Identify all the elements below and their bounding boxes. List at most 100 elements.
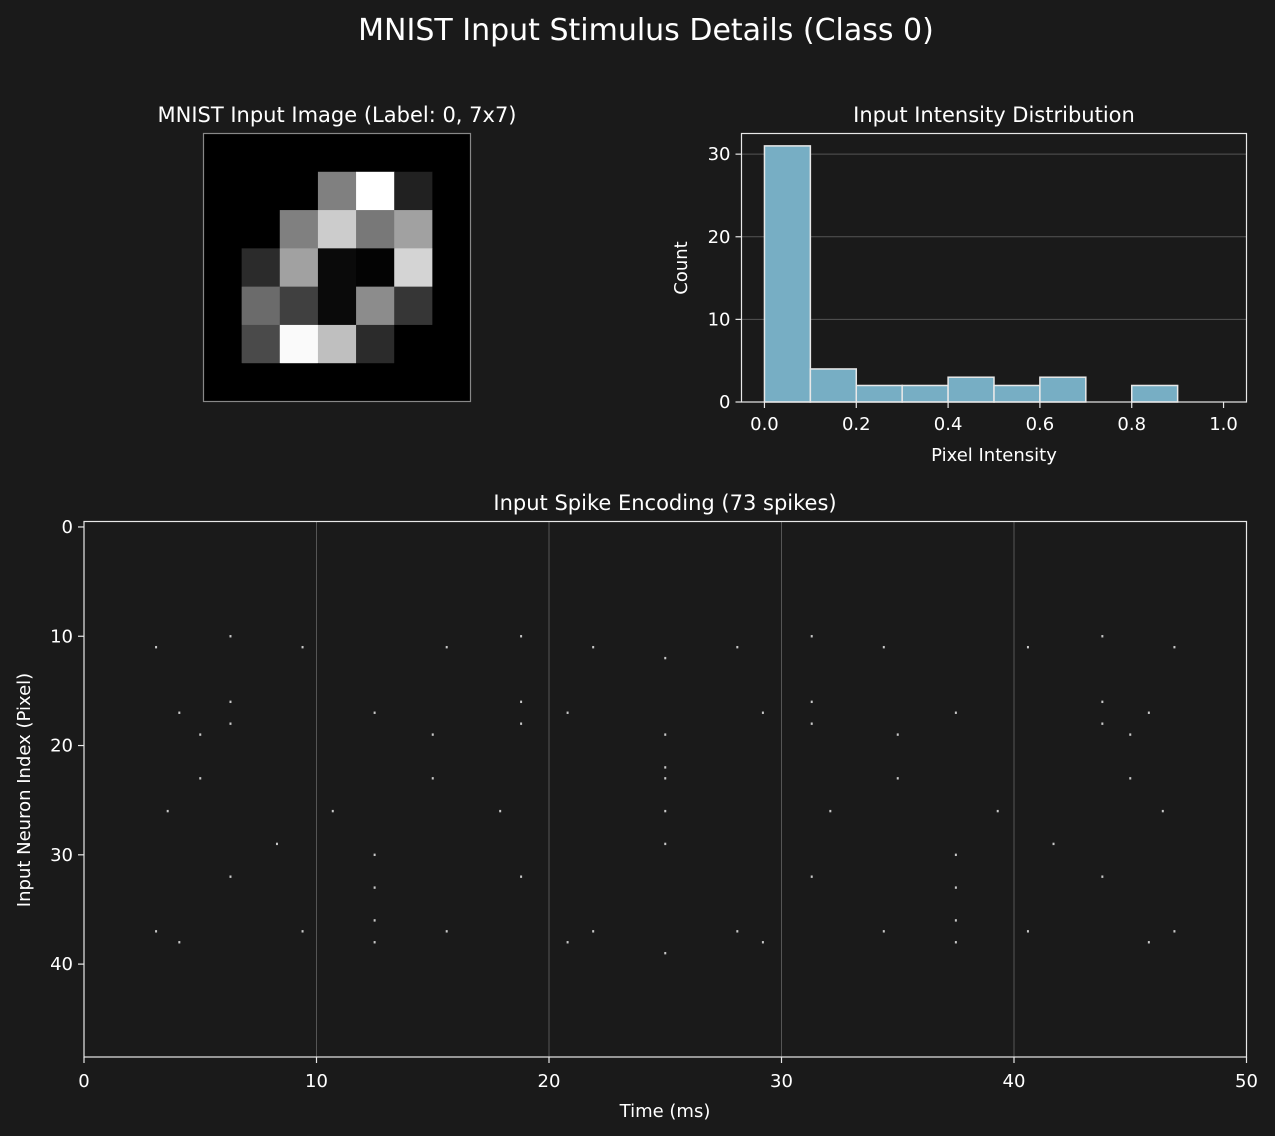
spike-mark — [1173, 645, 1176, 649]
spike-mark — [445, 930, 448, 933]
image-pixel-r6-c4 — [356, 363, 395, 402]
spike-mark — [736, 645, 739, 649]
image-pixel-r1-c3 — [317, 171, 357, 211]
image-pixel-r5-c4 — [356, 324, 395, 364]
spike-mark — [229, 700, 232, 704]
raster-y-ticks: 0 10 20 30 40 — [50, 517, 84, 975]
spike-mark — [431, 777, 434, 780]
spike-mark — [520, 722, 523, 725]
spike-mark — [431, 733, 434, 736]
spike-mark — [664, 951, 667, 955]
image-cells — [203, 133, 471, 402]
spike-mark — [1101, 875, 1104, 878]
image-frame — [202, 132, 472, 403]
histogram-frame — [740, 132, 1248, 403]
image-pixel-r4-c1 — [241, 286, 281, 326]
spike-mark — [829, 809, 832, 813]
image-pixel-r3-c0 — [203, 248, 243, 288]
image-pixel-r3-c5 — [394, 248, 433, 288]
image-pixel-r6-c2 — [279, 363, 319, 402]
spike-mark — [954, 886, 957, 889]
image-pixel-r5-c0 — [203, 324, 243, 364]
spike-mark — [229, 722, 232, 725]
spike-mark — [810, 700, 813, 704]
spike-mark — [736, 930, 739, 933]
spike-mark — [1026, 645, 1029, 649]
spike-mark — [896, 777, 899, 780]
image-pixel-r4-c4 — [356, 286, 395, 326]
image-pixel-r3-c2 — [279, 248, 319, 288]
histogram-bars — [763, 145, 1179, 403]
histogram-gridlines — [741, 153, 1247, 320]
image-pixel-r3-c6 — [432, 248, 471, 288]
spike-mark — [373, 853, 376, 857]
spike-mark — [954, 853, 957, 857]
spike-mark — [664, 766, 667, 769]
image-title: MNIST Input Image (Label: 0, 7x7) — [158, 103, 517, 127]
spike-mark — [810, 722, 813, 725]
image-pixel-r1-c6 — [432, 171, 471, 211]
image-pixel-r1-c0 — [203, 171, 243, 211]
image-pixel-r1-c5 — [394, 171, 433, 211]
image-pixel-r6-c0 — [203, 363, 243, 402]
image-pixel-r0-c6 — [432, 133, 471, 173]
spike-mark — [178, 711, 181, 714]
histogram-y-ticks: 0 10 20 30 — [708, 144, 742, 413]
spike-mark — [566, 711, 569, 714]
histogram-bar — [855, 384, 903, 403]
image-pixel-r4-c3 — [317, 286, 357, 326]
raster-gridlines — [316, 521, 1015, 1057]
spike-mark — [761, 711, 764, 714]
raster-y-tick-label: 30 — [50, 845, 73, 866]
image-pixel-r5-c5 — [394, 324, 433, 364]
image-pixel-r3-c4 — [356, 248, 395, 288]
spike-mark — [664, 777, 667, 780]
spike-mark — [373, 919, 376, 922]
image-pixel-r5-c2 — [279, 324, 319, 364]
spike-mark — [664, 842, 667, 846]
image-pixel-r6-c5 — [394, 363, 433, 402]
image-pixel-r3-c3 — [317, 248, 357, 288]
spike-mark — [1052, 842, 1055, 846]
raster-frame — [83, 520, 1248, 1058]
histogram-bar — [1130, 384, 1179, 403]
raster-ylabel: Input Neuron Index (Pixel) — [14, 673, 35, 907]
spike-mark — [566, 941, 569, 944]
spike-mark — [331, 809, 334, 813]
spike-mark — [1173, 930, 1176, 933]
image-pixel-r2-c6 — [432, 210, 471, 249]
spike-mark — [301, 645, 304, 649]
histogram-y-tick-label: 10 — [708, 309, 731, 330]
spike-mark — [199, 733, 202, 736]
image-pixel-r6-c6 — [432, 363, 471, 402]
image-pixel-r2-c5 — [394, 210, 433, 249]
histogram-panel: Input Intensity Distribution 0.0 0.2 0.4 0.… — [671, 103, 1248, 466]
spike-mark — [761, 941, 764, 944]
histogram-y-tick-label: 20 — [708, 227, 731, 248]
image-pixel-r1-c1 — [241, 171, 281, 211]
image-pixel-r4-c0 — [203, 286, 243, 326]
histogram-x-tick-label: 0.8 — [1117, 414, 1146, 435]
image-pixel-r2-c0 — [203, 210, 243, 249]
image-pixel-r6-c3 — [317, 363, 357, 402]
spike-mark — [882, 645, 885, 649]
histogram-y-tick-label: 30 — [708, 144, 731, 165]
image-pixel-r5-c1 — [241, 324, 281, 364]
spike-mark — [373, 711, 376, 714]
spike-mark — [592, 645, 595, 649]
spike-mark — [810, 635, 813, 638]
spike-mark — [664, 656, 667, 660]
spike-mark — [996, 809, 999, 813]
spike-mark — [810, 875, 813, 878]
image-pixel-r4-c5 — [394, 286, 433, 326]
image-panel: MNIST Input Image (Label: 0, 7x7) — [158, 103, 517, 403]
raster-x-tick-label: 30 — [770, 1071, 793, 1092]
histogram-bar — [1039, 376, 1087, 403]
image-pixel-r0-c3 — [317, 133, 357, 173]
raster-x-tick-label: 40 — [1003, 1071, 1026, 1092]
spike-mark — [1101, 700, 1104, 704]
spike-mark — [1026, 930, 1029, 933]
figure-title: MNIST Input Stimulus Details (Class 0) — [358, 13, 934, 48]
spike-mark — [664, 733, 667, 736]
